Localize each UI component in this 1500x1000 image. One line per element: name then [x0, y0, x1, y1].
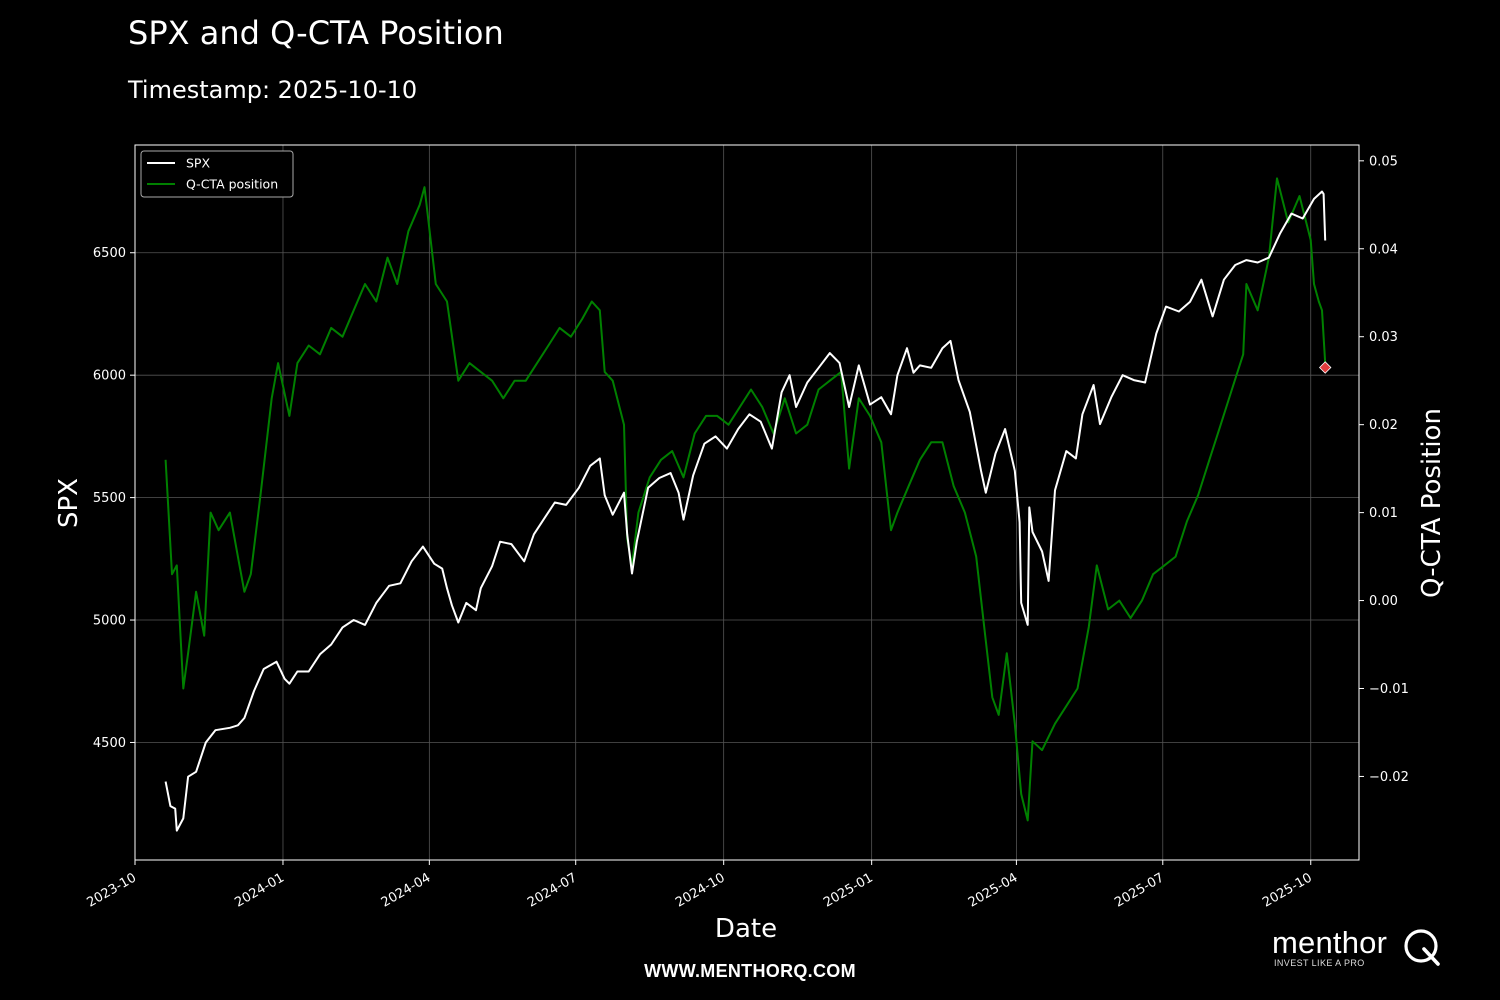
y2-tick-label: 0.00	[1369, 594, 1398, 609]
y2-axis-ticks: −0.02 −0.01 0.00 0.01 0.02 0.03 0.04 0.05	[1359, 154, 1409, 785]
y2-tick-label: 0.04	[1369, 242, 1398, 257]
x-tick-label: 2025-04	[966, 870, 1021, 910]
latest-position-marker	[1319, 361, 1332, 374]
plot-frame	[134, 144, 1360, 861]
y-axis-label: SPX	[54, 478, 84, 528]
x-tick-label: 2025-01	[821, 870, 876, 910]
series-layer	[164, 177, 1332, 832]
x-tick-label: 2025-07	[1112, 870, 1167, 910]
chart-title: SPX and Q-CTA Position	[128, 14, 504, 52]
x-tick-label: 2024-07	[525, 870, 580, 910]
y-tick-label: 4500	[93, 736, 126, 751]
y-tick-label: 5500	[93, 491, 126, 506]
y2-tick-label: −0.01	[1369, 682, 1409, 697]
y-tick-label: 6000	[93, 369, 126, 384]
y-tick-label: 6500	[93, 246, 126, 261]
x-tick-label: 2024-10	[673, 870, 728, 910]
footer-url: WWW.MENTHORQ.COM	[644, 961, 856, 981]
logo-wordmark: menthor	[1272, 925, 1388, 960]
logo-q-icon	[1404, 929, 1440, 966]
grid	[134, 145, 1359, 860]
x-tick-label: 2024-04	[379, 870, 434, 910]
legend-label-qcta: Q-CTA position	[186, 177, 278, 192]
y2-tick-label: 0.05	[1369, 154, 1398, 169]
chart-subtitle: Timestamp: 2025-10-10	[128, 76, 418, 104]
series-line-spx	[164, 190, 1327, 832]
y-axis-ticks: 4500 5000 5500 6000 6500	[93, 246, 135, 751]
x-tick-label: 2025-10	[1260, 870, 1315, 910]
logo-tagline: INVEST LIKE A PRO	[1274, 958, 1365, 968]
x-tick-label: 2024-01	[232, 870, 287, 910]
y2-tick-label: 0.01	[1369, 506, 1398, 521]
legend-label-spx: SPX	[186, 156, 210, 171]
series-line-qcta	[164, 177, 1327, 822]
legend-box	[140, 150, 294, 198]
x-tick-label: 2023-10	[84, 870, 139, 910]
legend: SPX Q-CTA position	[140, 150, 294, 198]
y2-tick-label: −0.02	[1369, 770, 1409, 785]
y2-tick-label: 0.03	[1369, 330, 1398, 345]
y2-axis-label: Q-CTA Position	[1417, 408, 1447, 598]
x-axis-ticks: 2023-10 2024-01 2024-04 2024-07 2024-10 2025-…	[84, 860, 1315, 911]
y-tick-label: 5000	[93, 614, 126, 629]
x-axis-label: Date	[715, 914, 777, 944]
menthorq-logo: menthor INVEST LIKE A PRO	[1272, 926, 1447, 970]
y2-tick-label: 0.02	[1369, 418, 1398, 433]
